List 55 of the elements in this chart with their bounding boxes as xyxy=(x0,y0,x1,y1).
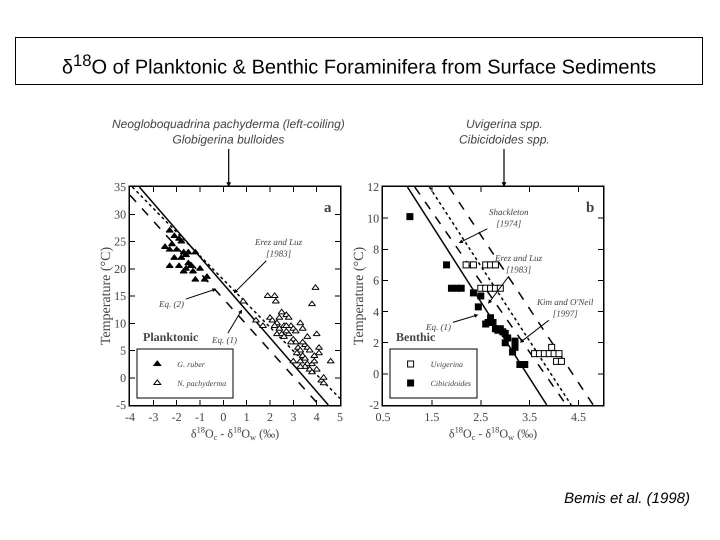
y-tick-label: 20 xyxy=(114,262,126,276)
x-tick-label: -3 xyxy=(148,410,158,424)
x-tick-label: 0.5 xyxy=(376,410,390,424)
y-tick-label: 5 xyxy=(120,344,126,358)
y-tick-label: 0 xyxy=(373,367,380,382)
x-tick-label: -4 xyxy=(125,410,135,424)
y-tick-label: 30 xyxy=(114,207,126,222)
y-tick-label: 10 xyxy=(114,316,126,330)
annotation: Benthic xyxy=(396,330,436,344)
annotation: Shackleton [1974] xyxy=(489,207,529,229)
annotation: Eq. (1) xyxy=(211,335,237,345)
x-tick-label: 3.5 xyxy=(522,410,538,424)
y-axis-title: Temperature (°C) xyxy=(98,246,114,346)
x-tick-label: 0 xyxy=(220,410,226,424)
annotation: Erez and Luz [1983] xyxy=(254,237,303,259)
legend-label: N. pachyderma xyxy=(176,379,226,388)
x-tick-label: 5 xyxy=(337,410,343,424)
legend-label: G. ruber xyxy=(177,360,206,370)
y-tick-label: 15 xyxy=(114,289,126,304)
text: δ$^{18}$O of Planktonic & Benthic Foraminifera from Surface Sediments xyxy=(15,37,703,85)
x-tick-label: -2 xyxy=(172,410,182,424)
annotation: Erez and Luz [1983] xyxy=(494,253,543,275)
annotation: Eq. (2) xyxy=(158,299,184,309)
y-tick-label: -5 xyxy=(116,398,126,412)
y-tick-label: 25 xyxy=(114,234,126,249)
y-tick-label: 0 xyxy=(120,370,126,385)
annotation: Eq. (1) xyxy=(425,322,451,332)
y-axis-title: Temperature (°C) xyxy=(352,246,367,346)
annotation: b xyxy=(586,200,594,216)
x-tick-label: 4.5 xyxy=(571,410,586,424)
y-tick-label: 6 xyxy=(373,274,380,288)
legend-label: Uvigerina xyxy=(430,360,464,370)
x-tick-label: 3 xyxy=(290,410,296,424)
annotation: Planktonic xyxy=(143,330,200,344)
x-tick-label: 2 xyxy=(267,410,273,424)
x-tick-label: 4 xyxy=(314,410,320,424)
y-tick-label: 10 xyxy=(367,211,380,226)
y-tick-label: 2 xyxy=(373,336,380,350)
annotation: a xyxy=(324,200,332,216)
y-tick-label: 35 xyxy=(114,180,126,194)
y-tick-label: 4 xyxy=(373,304,380,319)
y-tick-label: 8 xyxy=(373,242,380,256)
y-tick-label: 12 xyxy=(367,180,380,194)
x-tick-label: 1.5 xyxy=(424,410,440,424)
x-tick-label: -1 xyxy=(195,410,205,424)
legend-label: Cibicidoides xyxy=(430,379,472,388)
text: δ$^{18}$O$_{c}$ - δ$^{18}$O$_{w}$ (‰) xyxy=(448,426,538,442)
y-tick-label: -2 xyxy=(369,398,380,412)
annotation: Kim and O'Neil [1997] xyxy=(536,297,594,319)
text: δ$^{18}$O$_{c}$ - δ$^{18}$O$_{w}$ (‰) xyxy=(190,426,280,442)
text: Neogloboquadrina pachyderma (left-coiling) Globigerina bulloides xyxy=(112,117,345,147)
x-tick-label: 1 xyxy=(244,410,250,424)
text: Bemis et al. (1998) xyxy=(564,490,690,507)
x-tick-label: 2.5 xyxy=(473,410,488,424)
text: Uvigerina spp. Cibicidoides spp. xyxy=(459,117,550,147)
